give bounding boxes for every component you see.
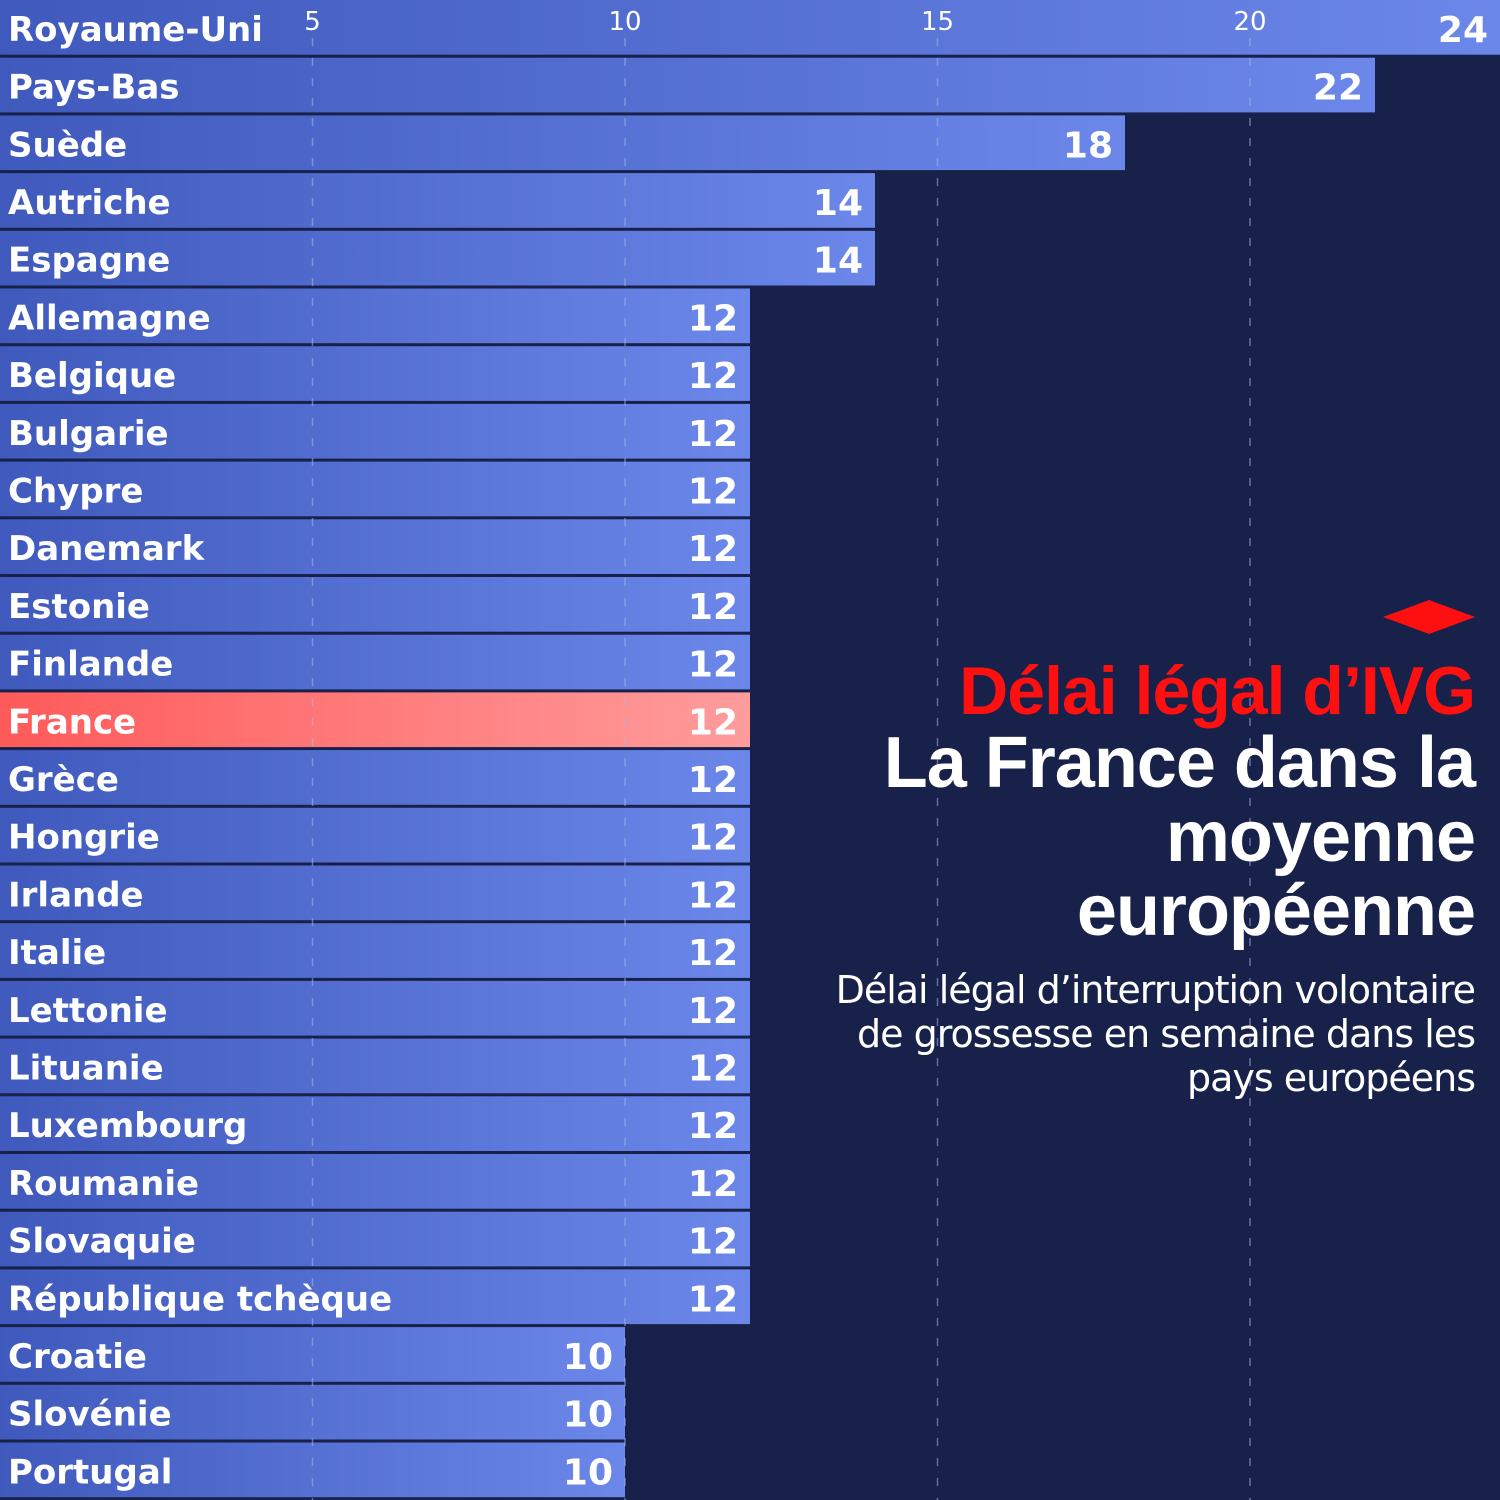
bar-value-label: 12 — [688, 645, 738, 686]
bar-category-label: Espagne — [8, 241, 170, 281]
bar — [0, 1442, 625, 1498]
gridlines — [311, 38, 1251, 1500]
bar-value-label: 12 — [688, 298, 738, 339]
bar-value-label: 22 — [1313, 68, 1363, 109]
bar — [0, 1384, 625, 1440]
bar-category-label: Grèce — [8, 760, 119, 800]
bar-value-label: 12 — [688, 1048, 738, 1089]
bar-category-label: Lituanie — [8, 1048, 164, 1088]
bar-value-label: 10 — [563, 1452, 613, 1493]
bar-value-label: 12 — [688, 875, 738, 916]
bar-value-label: 12 — [688, 991, 738, 1032]
kicker-title: Délai légal d’IVG — [959, 653, 1476, 729]
bar-category-label: Slovaquie — [8, 1222, 196, 1262]
bar-value-label: 12 — [688, 414, 738, 455]
bar — [0, 115, 1125, 171]
bar-category-label: Autriche — [8, 183, 171, 223]
bar-category-label: Danemark — [8, 529, 206, 569]
bar-value-label: 12 — [688, 1106, 738, 1147]
bar-value-label: 12 — [688, 702, 738, 743]
bar — [0, 1327, 625, 1382]
bar — [0, 923, 750, 978]
bar-value-label: 14 — [813, 241, 863, 282]
x-tick-label: 10 — [608, 7, 641, 37]
bar-category-label: Chypre — [8, 471, 144, 511]
bar-category-label: République tchèque — [8, 1279, 392, 1319]
bar — [0, 57, 1375, 113]
bar-value-label: 12 — [688, 529, 738, 570]
x-tick-label: 5 — [304, 7, 321, 37]
diamond-logo-wrap — [835, 600, 1475, 636]
bar-value-label: 12 — [688, 356, 738, 397]
bar — [0, 865, 750, 921]
headline-block: Délai légal d’IVG La France dans la moye… — [835, 600, 1476, 1100]
x-tick-label: 15 — [921, 7, 954, 37]
bar-value-label: 24 — [1438, 10, 1488, 51]
bar-category-label: Suède — [8, 125, 127, 165]
bar — [0, 173, 875, 228]
bar-value-label: 12 — [688, 587, 738, 628]
bar-value-label: 12 — [688, 471, 738, 512]
bar-category-label: Finlande — [8, 645, 173, 685]
bar-category-label: France — [8, 702, 136, 742]
bar-category-label: Estonie — [8, 587, 150, 627]
bar-category-label: Hongrie — [8, 818, 160, 858]
bar-category-label: Pays-Bas — [8, 68, 180, 108]
page-title: La France dans la moyenne européenne — [883, 723, 1476, 951]
x-tick-label: 20 — [1233, 7, 1266, 37]
bar-value-label: 12 — [688, 1279, 738, 1320]
bar-category-label: Roumanie — [8, 1164, 199, 1204]
bar — [0, 980, 750, 1036]
bar — [0, 230, 875, 286]
bar-category-label: Royaume-Uni — [8, 10, 263, 50]
bar-value-label: 14 — [813, 183, 863, 224]
bar — [0, 403, 750, 459]
bar-category-label: Luxembourg — [8, 1106, 247, 1146]
bar-value-label: 12 — [688, 760, 738, 801]
bar-category-label: Slovénie — [8, 1395, 172, 1435]
bar-value-label: 10 — [563, 1337, 613, 1378]
labels-layer: Royaume-Uni 24 Pays-Bas 22 Suède 18 Autriche 14… — [8, 7, 1488, 1493]
bar-category-label: Portugal — [8, 1452, 172, 1492]
page-subtitle: Délai légal d’interruption volontaire de… — [835, 968, 1476, 1100]
bar-category-label: Lettonie — [8, 991, 168, 1031]
bar — [0, 807, 750, 863]
bar-value-label: 12 — [688, 1164, 738, 1205]
bar-value-label: 12 — [688, 818, 738, 859]
bar-category-label: Belgique — [8, 356, 176, 396]
bar — [0, 288, 750, 344]
bar-category-label: Bulgarie — [8, 414, 169, 454]
bar-value-label: 10 — [563, 1395, 613, 1436]
bar-value-label: 12 — [688, 933, 738, 974]
bar-value-label: 12 — [688, 1222, 738, 1263]
diamond-logo-icon — [1383, 600, 1475, 634]
bar — [0, 346, 750, 401]
bar-category-label: Irlande — [8, 875, 144, 915]
bar — [0, 461, 750, 517]
bar-category-label: Croatie — [8, 1337, 147, 1377]
bar-value-label: 18 — [1063, 125, 1113, 166]
bar-category-label: Italie — [8, 933, 106, 973]
bar-category-label: Allemagne — [8, 298, 211, 338]
